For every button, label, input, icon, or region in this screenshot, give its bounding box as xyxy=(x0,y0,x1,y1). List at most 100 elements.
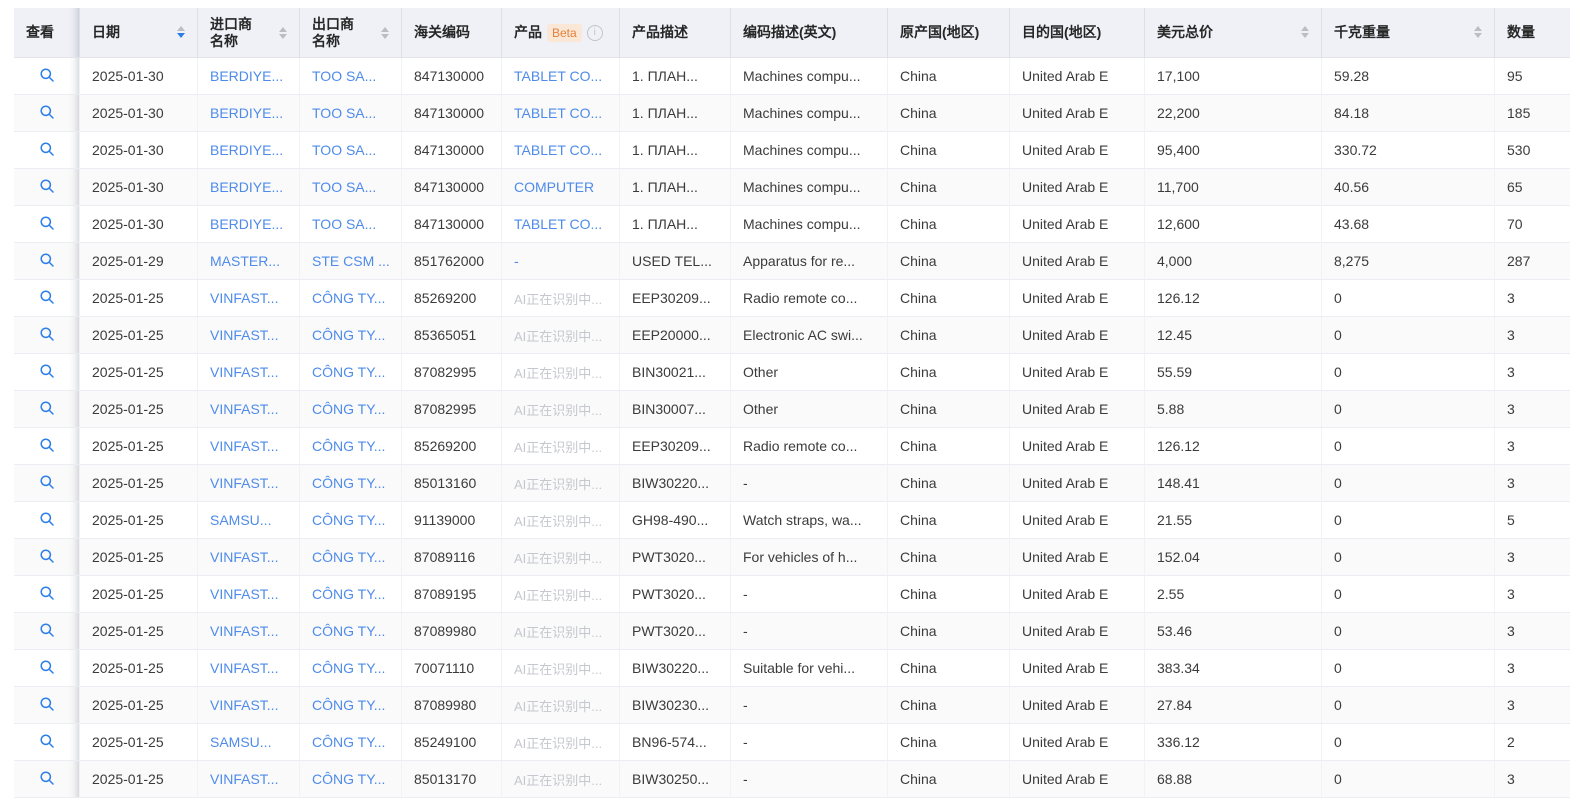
importer-link[interactable]: MASTER... xyxy=(210,253,281,269)
view-details-button[interactable] xyxy=(39,548,55,567)
origin-text: China xyxy=(900,216,937,232)
exporter-link[interactable]: CÔNG TY... xyxy=(312,290,386,306)
origin-text: China xyxy=(900,475,937,491)
product-link[interactable]: TABLET CO... xyxy=(514,105,603,121)
product-link[interactable]: COMPUTER xyxy=(514,179,595,195)
product-desc-cell: EEP20000... xyxy=(620,317,731,354)
importer-link[interactable]: VINFAST... xyxy=(210,549,279,565)
view-details-button[interactable] xyxy=(39,585,55,604)
importer-link[interactable]: SAMSU... xyxy=(210,512,272,528)
view-details-button[interactable] xyxy=(39,326,55,345)
view-details-button[interactable] xyxy=(39,437,55,456)
code-desc-cell: Radio remote co... xyxy=(731,280,888,317)
product-link[interactable]: TABLET CO... xyxy=(514,216,603,232)
origin-cell: China xyxy=(888,465,1010,502)
importer-link[interactable]: VINFAST... xyxy=(210,623,279,639)
view-details-button[interactable] xyxy=(39,104,55,123)
table-row: 2025-01-25 VINFAST... CÔNG TY... 85013160 AI… xyxy=(14,465,1570,502)
origin-text: China xyxy=(900,401,937,417)
view-details-button[interactable] xyxy=(39,696,55,715)
importer-link[interactable]: VINFAST... xyxy=(210,438,279,454)
importer-link[interactable]: VINFAST... xyxy=(210,771,279,787)
view-details-button[interactable] xyxy=(39,363,55,382)
usd-total-text: 22,200 xyxy=(1157,105,1200,121)
view-details-button[interactable] xyxy=(39,474,55,493)
search-icon xyxy=(39,511,55,530)
info-icon[interactable]: i xyxy=(586,24,603,41)
view-details-button[interactable] xyxy=(39,178,55,197)
product-link[interactable]: TABLET CO... xyxy=(514,68,603,84)
sort-toggle-weight_kg[interactable] xyxy=(1474,26,1482,39)
view-cell xyxy=(14,724,80,761)
view-details-button[interactable] xyxy=(39,770,55,789)
exporter-link[interactable]: TOO SA... xyxy=(312,68,377,84)
exporter-link[interactable]: CÔNG TY... xyxy=(312,734,386,750)
exporter-link[interactable]: TOO SA... xyxy=(312,142,377,158)
view-details-button[interactable] xyxy=(39,289,55,308)
exporter-link[interactable]: STE CSM ... xyxy=(312,253,390,269)
view-details-button[interactable] xyxy=(39,622,55,641)
importer-link[interactable]: VINFAST... xyxy=(210,364,279,380)
table-row: 2025-01-30 BERDIYE... TOO SA... 847130000 TA… xyxy=(14,206,1570,243)
exporter-link[interactable]: TOO SA... xyxy=(312,179,377,195)
importer-link[interactable]: VINFAST... xyxy=(210,660,279,676)
exporter-link[interactable]: TOO SA... xyxy=(312,105,377,121)
exporter-link[interactable]: CÔNG TY... xyxy=(312,623,386,639)
product-link[interactable]: TABLET CO... xyxy=(514,142,603,158)
importer-cell: BERDIYE... xyxy=(198,132,300,169)
exporter-link[interactable]: TOO SA... xyxy=(312,216,377,232)
hs-code-text: 847130000 xyxy=(414,142,485,158)
weight-kg-cell: 59.28 xyxy=(1322,58,1495,95)
view-details-button[interactable] xyxy=(39,400,55,419)
exporter-link[interactable]: CÔNG TY... xyxy=(312,438,386,454)
exporter-link[interactable]: CÔNG TY... xyxy=(312,697,386,713)
importer-link[interactable]: VINFAST... xyxy=(210,697,279,713)
sort-toggle-date[interactable] xyxy=(177,26,185,39)
quantity-cell: 3 xyxy=(1495,354,1570,391)
importer-cell: VINFAST... xyxy=(198,576,300,613)
view-details-button[interactable] xyxy=(39,733,55,752)
view-details-button[interactable] xyxy=(39,659,55,678)
importer-link[interactable]: BERDIYE... xyxy=(210,142,284,158)
product-link[interactable]: - xyxy=(514,253,519,269)
header-cell-content: 日期 xyxy=(92,24,185,41)
code-desc-cell: Other xyxy=(731,354,888,391)
importer-link[interactable]: VINFAST... xyxy=(210,475,279,491)
exporter-link[interactable]: CÔNG TY... xyxy=(312,475,386,491)
product-cell: TABLET CO... xyxy=(502,95,620,132)
importer-link[interactable]: SAMSU... xyxy=(210,734,272,750)
product-cell: AI正在识别中... xyxy=(502,465,620,502)
view-details-button[interactable] xyxy=(39,67,55,86)
exporter-link[interactable]: CÔNG TY... xyxy=(312,512,386,528)
importer-link[interactable]: VINFAST... xyxy=(210,327,279,343)
date-cell: 2025-01-25 xyxy=(80,613,198,650)
sort-toggle-exporter[interactable] xyxy=(381,26,389,39)
exporter-link[interactable]: CÔNG TY... xyxy=(312,401,386,417)
importer-link[interactable]: BERDIYE... xyxy=(210,216,284,232)
importer-link[interactable]: VINFAST... xyxy=(210,401,279,417)
view-details-button[interactable] xyxy=(39,252,55,271)
product-desc-cell: BIN30007... xyxy=(620,391,731,428)
importer-link[interactable]: BERDIYE... xyxy=(210,68,284,84)
exporter-link[interactable]: CÔNG TY... xyxy=(312,586,386,602)
view-details-button[interactable] xyxy=(39,215,55,234)
exporter-link[interactable]: CÔNG TY... xyxy=(312,660,386,676)
importer-link[interactable]: VINFAST... xyxy=(210,586,279,602)
sort-toggle-importer[interactable] xyxy=(279,26,287,39)
importer-link[interactable]: BERDIYE... xyxy=(210,105,284,121)
exporter-link[interactable]: CÔNG TY... xyxy=(312,771,386,787)
importer-link[interactable]: BERDIYE... xyxy=(210,179,284,195)
exporter-link[interactable]: CÔNG TY... xyxy=(312,364,386,380)
exporter-cell: TOO SA... xyxy=(300,169,402,206)
code-desc-cell: - xyxy=(731,761,888,798)
hs-code-text: 85269200 xyxy=(414,290,477,306)
importer-link[interactable]: VINFAST... xyxy=(210,290,279,306)
exporter-link[interactable]: CÔNG TY... xyxy=(312,327,386,343)
quantity-cell: 287 xyxy=(1495,243,1570,280)
exporter-link[interactable]: CÔNG TY... xyxy=(312,549,386,565)
view-details-button[interactable] xyxy=(39,141,55,160)
weight-kg-cell: 0 xyxy=(1322,428,1495,465)
sort-toggle-usd_total[interactable] xyxy=(1301,26,1309,39)
view-details-button[interactable] xyxy=(39,511,55,530)
date-cell: 2025-01-25 xyxy=(80,391,198,428)
